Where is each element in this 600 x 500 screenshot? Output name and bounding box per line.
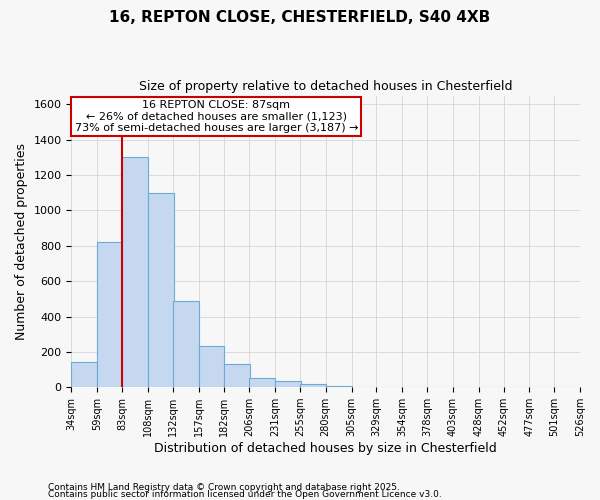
Text: 16, REPTON CLOSE, CHESTERFIELD, S40 4XB: 16, REPTON CLOSE, CHESTERFIELD, S40 4XB [109,10,491,25]
Bar [352,386,377,387]
Bar [300,384,326,387]
Text: Contains public sector information licensed under the Open Government Licence v3: Contains public sector information licen… [48,490,442,499]
Y-axis label: Number of detached properties: Number of detached properties [15,143,28,340]
Bar [148,193,174,387]
Bar [173,300,199,387]
Title: Size of property relative to detached houses in Chesterfield: Size of property relative to detached ho… [139,80,512,93]
Bar [224,364,250,387]
Bar [122,158,148,387]
X-axis label: Distribution of detached houses by size in Chesterfield: Distribution of detached houses by size … [154,442,497,455]
Bar [249,378,275,387]
Bar [326,386,352,387]
Text: 16 REPTON CLOSE: 87sqm
← 26% of detached houses are smaller (1,123)
73% of semi-: 16 REPTON CLOSE: 87sqm ← 26% of detached… [74,100,358,133]
Text: Contains HM Land Registry data © Crown copyright and database right 2025.: Contains HM Land Registry data © Crown c… [48,484,400,492]
Bar [199,346,224,387]
Bar [275,381,301,387]
Bar [97,242,123,387]
Bar [71,362,97,387]
